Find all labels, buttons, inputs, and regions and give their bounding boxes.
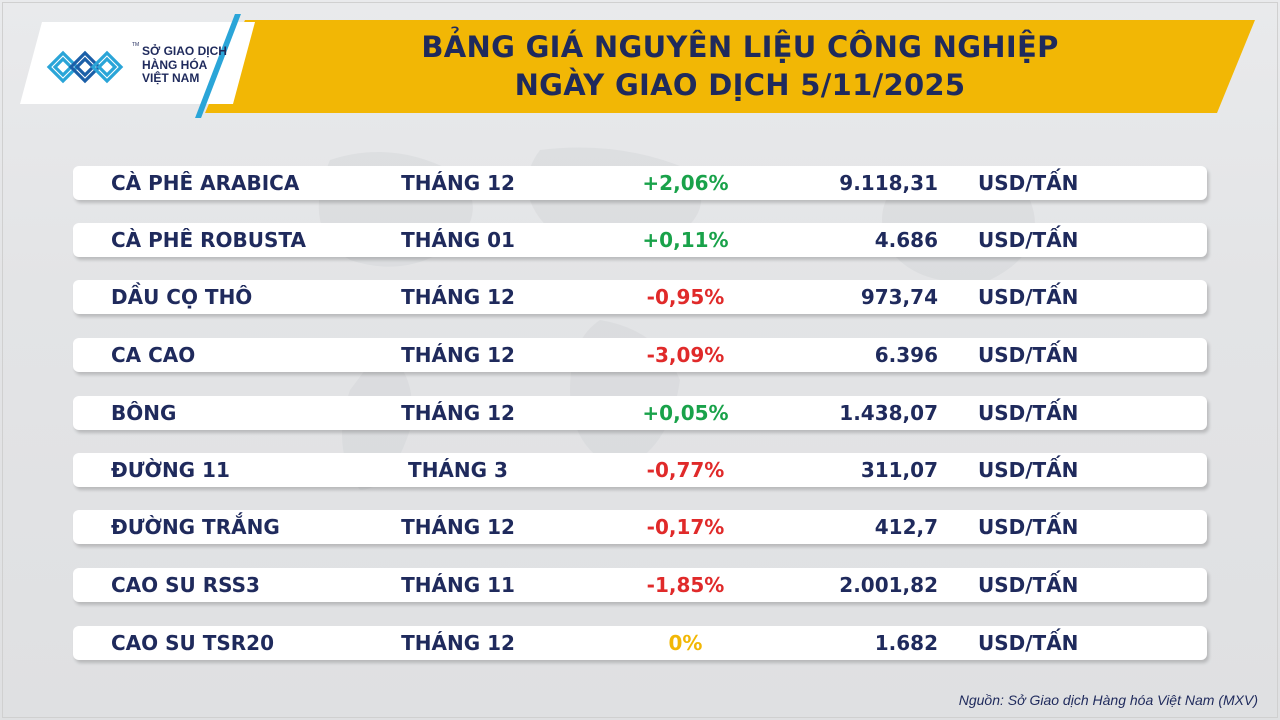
commodity-name: CAO SU TSR20 [111, 631, 275, 655]
price-change: +2,06% [642, 171, 729, 195]
table-row: CAO SU RSS3 THÁNG 11 -1,85% 2.001,82 USD/TẤN [73, 568, 1207, 602]
price-unit: USD/TẤN [978, 285, 1079, 309]
commodity-name: CÀ PHÊ ROBUSTA [111, 228, 306, 252]
logo-line-2: HÀNG HÓA [142, 57, 208, 72]
price-change: -3,09% [646, 343, 725, 367]
price-value: 9.118,31 [839, 171, 938, 195]
page-title: BẢNG GIÁ NGUYÊN LIỆU CÔNG NGHIỆP NGÀY GI… [250, 28, 1230, 108]
contract-month: THÁNG 12 [401, 401, 515, 425]
price-unit: USD/TẤN [978, 573, 1079, 597]
table-row: CA CAO THÁNG 12 -3,09% 6.396 USD/TẤN [73, 338, 1207, 372]
table-row: DẦU CỌ THÔ THÁNG 12 -0,95% 973,74 USD/TẤN [73, 280, 1207, 314]
price-unit: USD/TẤN [978, 631, 1079, 655]
price-unit: USD/TẤN [978, 515, 1079, 539]
title-line-2: NGÀY GIAO DỊCH 5/11/2025 [514, 68, 966, 102]
commodity-name: CÀ PHÊ ARABICA [111, 171, 300, 195]
commodity-name: CA CAO [111, 343, 196, 367]
price-value: 412,7 [874, 515, 938, 539]
commodity-name: BÔNG [111, 401, 177, 425]
price-change: -1,85% [646, 573, 725, 597]
logo-line-1: SỞ GIAO DỊCH [142, 44, 227, 58]
commodity-name: CAO SU RSS3 [111, 573, 260, 597]
table-row: CÀ PHÊ ROBUSTA THÁNG 01 +0,11% 4.686 USD/TẤN [73, 223, 1207, 257]
contract-month: THÁNG 01 [401, 228, 515, 252]
price-value: 2.001,82 [839, 573, 938, 597]
contract-month: THÁNG 12 [401, 171, 515, 195]
price-change: 0% [668, 631, 703, 655]
contract-month: THÁNG 3 [408, 458, 508, 482]
commodity-name: ĐƯỜNG 11 [111, 458, 230, 482]
price-unit: USD/TẤN [978, 228, 1079, 252]
price-change: -0,77% [646, 458, 725, 482]
contract-month: THÁNG 12 [401, 631, 515, 655]
price-unit: USD/TẤN [978, 171, 1079, 195]
price-value: 4.686 [874, 228, 938, 252]
source-note: Nguồn: Sở Giao dịch Hàng hóa Việt Nam (M… [958, 692, 1258, 708]
price-value: 973,74 [860, 285, 938, 309]
table-row: ĐƯỜNG 11 THÁNG 3 -0,77% 311,07 USD/TẤN [73, 453, 1207, 487]
contract-month: THÁNG 11 [401, 573, 515, 597]
price-value: 1.438,07 [839, 401, 938, 425]
contract-month: THÁNG 12 [401, 343, 515, 367]
title-banner [205, 20, 1255, 113]
price-unit: USD/TẤN [978, 343, 1079, 367]
price-value: 311,07 [860, 458, 938, 482]
price-change: -0,95% [646, 285, 725, 309]
contract-month: THÁNG 12 [401, 285, 515, 309]
table-row: BÔNG THÁNG 12 +0,05% 1.438,07 USD/TẤN [73, 396, 1207, 430]
logo-line-3: VIỆT NAM [142, 71, 200, 85]
title-line-1: BẢNG GIÁ NGUYÊN LIỆU CÔNG NGHIỆP [421, 30, 1059, 64]
commodity-name: DẦU CỌ THÔ [111, 285, 253, 309]
price-value: 6.396 [874, 343, 938, 367]
mxv-logo-icon [46, 50, 124, 84]
table-row: ĐƯỜNG TRẮNG THÁNG 12 -0,17% 412,7 USD/TẤN [73, 510, 1207, 544]
price-change: +0,05% [642, 401, 729, 425]
price-unit: USD/TẤN [978, 401, 1079, 425]
price-change: -0,17% [646, 515, 725, 539]
price-unit: USD/TẤN [978, 458, 1079, 482]
contract-month: THÁNG 12 [401, 515, 515, 539]
price-change: +0,11% [642, 228, 729, 252]
logo-trademark: TM [132, 42, 140, 48]
table-row: CAO SU TSR20 THÁNG 12 0% 1.682 USD/TẤN [73, 626, 1207, 660]
commodity-name: ĐƯỜNG TRẮNG [111, 515, 280, 539]
price-value: 1.682 [874, 631, 938, 655]
table-row: CÀ PHÊ ARABICA THÁNG 12 +2,06% 9.118,31 USD/… [73, 166, 1207, 200]
logo-text: SỞ GIAO DỊCH HÀNG HÓA VIỆT NAM [142, 44, 242, 86]
